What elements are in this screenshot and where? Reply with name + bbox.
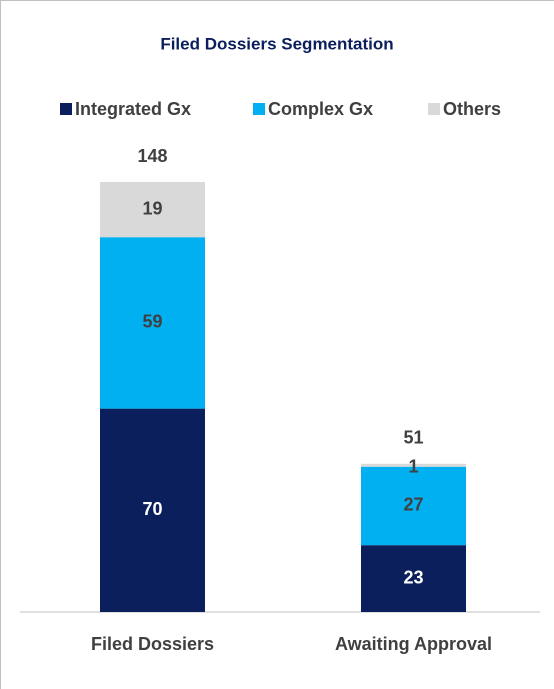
data-label: 59 [142,312,162,332]
bar-segment [361,463,466,467]
total-label: 51 [403,428,423,448]
data-label: 19 [142,198,162,218]
data-label: 23 [403,567,423,587]
bar-segment [100,182,205,238]
legend-swatch [253,103,265,115]
legend-swatch [428,103,440,115]
data-label: 27 [403,495,423,515]
data-label: 1 [408,457,418,477]
bar-segment [100,408,205,612]
bar-segment [361,466,466,546]
chart-title: Filed Dossiers Segmentation [160,34,393,53]
bar-segment [361,545,466,612]
x-tick-label: Filed Dossiers [91,634,214,654]
legend-swatch [60,103,72,115]
legend-label: Others [443,99,501,119]
legend-label: Integrated Gx [75,99,191,119]
bar-segment [100,237,205,409]
x-tick-label: Awaiting Approval [335,634,492,654]
total-label: 148 [137,146,167,166]
legend-label: Complex Gx [268,99,373,119]
data-label: 70 [142,499,162,519]
